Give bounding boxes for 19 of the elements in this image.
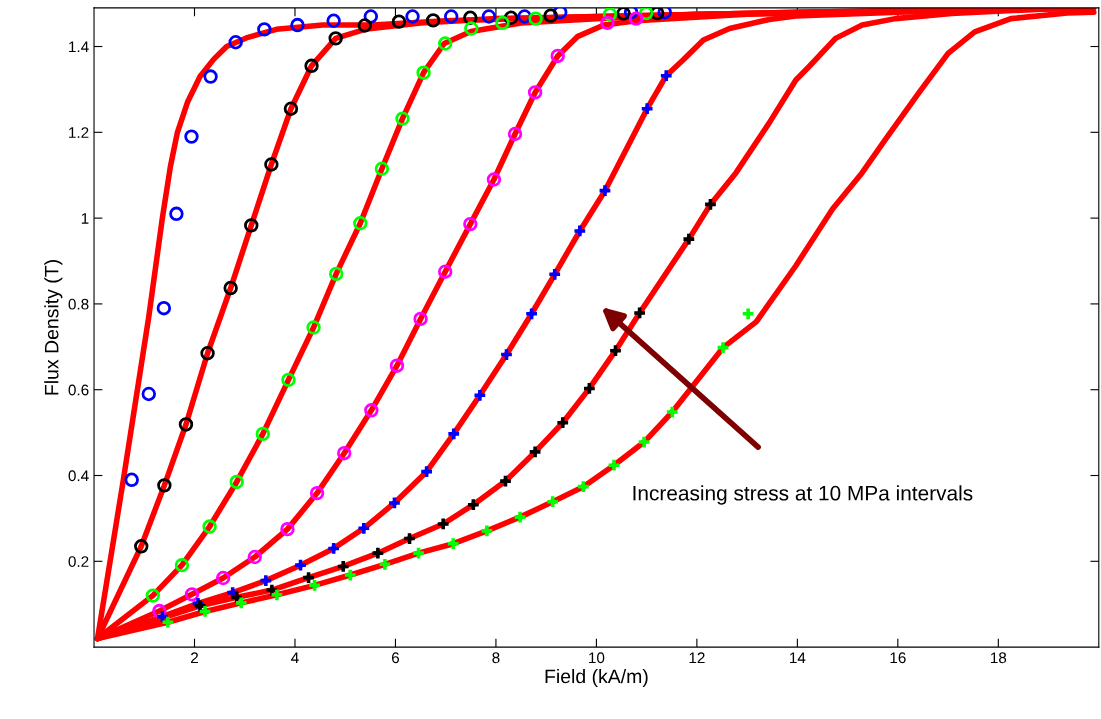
y-axis-title: Flux Density (T)	[44, 260, 63, 395]
y-tick-label: 1.2	[69, 127, 89, 138]
y-tick-label: 0.6	[68, 384, 89, 396]
x-tick-label: 16	[890, 652, 906, 664]
annotation: Increasing stress at 10 MPa intervals	[633, 485, 973, 505]
x-tick-label: 4	[291, 652, 299, 664]
y-tick-label: 0.8	[68, 298, 89, 310]
y-tick-label: 1.4	[69, 41, 89, 53]
y-tick-label: 0.4	[68, 470, 89, 482]
x-tick-label: 2	[191, 652, 198, 664]
x-tick-label: 12	[689, 652, 705, 664]
x-tick-label: 18	[990, 652, 1007, 664]
x-tick-label: 8	[492, 652, 500, 664]
y-tick-label: 0.2	[68, 556, 89, 567]
x-tick-label: 6	[391, 652, 400, 664]
y-tick-label: 1	[81, 213, 89, 224]
x-axis-title: Field (kA/m)	[545, 668, 648, 688]
x-tick-label: 14	[790, 652, 806, 664]
x-tick-label: 10	[589, 652, 605, 664]
